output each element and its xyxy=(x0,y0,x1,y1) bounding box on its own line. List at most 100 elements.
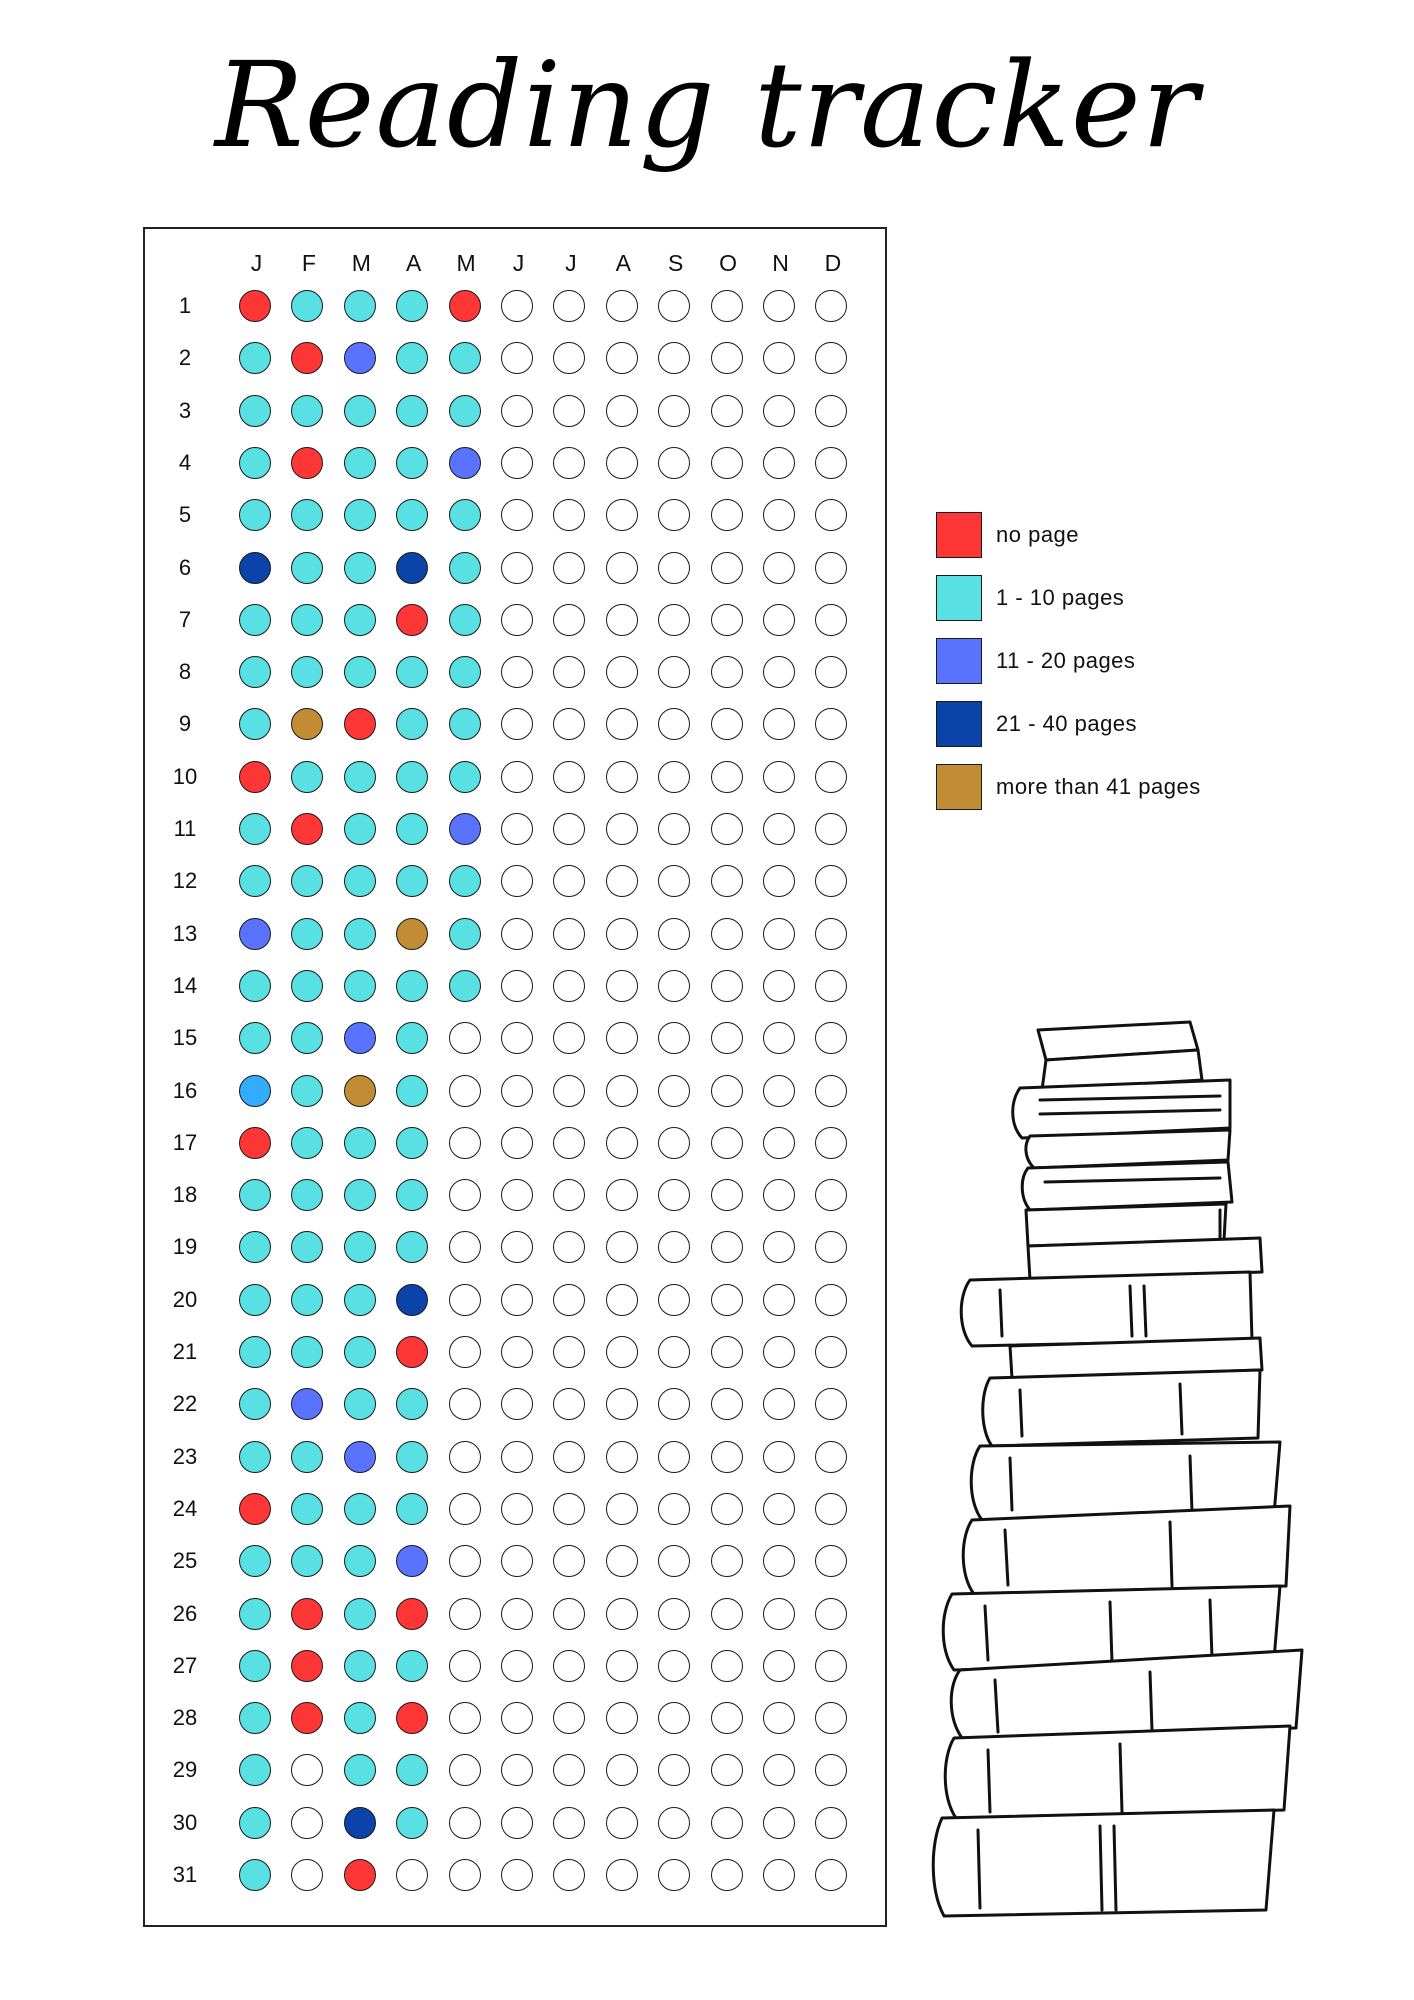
day-circle[interactable] xyxy=(658,499,691,532)
day-circle[interactable] xyxy=(763,969,795,1002)
day-circle[interactable] xyxy=(605,760,638,793)
day-circle[interactable] xyxy=(658,917,691,950)
day-circle[interactable] xyxy=(815,1702,848,1735)
day-circle[interactable] xyxy=(291,760,324,793)
day-circle[interactable] xyxy=(239,1806,271,1839)
day-circle[interactable] xyxy=(553,813,586,845)
day-circle[interactable] xyxy=(239,1022,271,1055)
day-circle[interactable] xyxy=(710,1126,743,1159)
day-circle[interactable] xyxy=(710,1492,743,1525)
day-circle[interactable] xyxy=(291,1388,324,1421)
day-circle[interactable] xyxy=(343,813,376,845)
day-circle[interactable] xyxy=(501,1231,533,1264)
day-circle[interactable] xyxy=(815,342,848,375)
day-circle[interactable] xyxy=(396,1336,429,1368)
day-circle[interactable] xyxy=(553,1022,586,1055)
day-circle[interactable] xyxy=(396,446,429,479)
day-circle[interactable] xyxy=(553,1859,586,1891)
day-circle[interactable] xyxy=(396,1388,429,1421)
day-circle[interactable] xyxy=(658,603,691,636)
day-circle[interactable] xyxy=(448,1649,481,1682)
day-circle[interactable] xyxy=(763,551,795,584)
day-circle[interactable] xyxy=(343,342,376,375)
day-circle[interactable] xyxy=(448,917,481,950)
day-circle[interactable] xyxy=(710,1806,743,1839)
day-circle[interactable] xyxy=(710,969,743,1002)
day-circle[interactable] xyxy=(396,1649,429,1682)
day-circle[interactable] xyxy=(291,1859,324,1891)
day-circle[interactable] xyxy=(448,1179,481,1212)
day-circle[interactable] xyxy=(343,551,376,584)
day-circle[interactable] xyxy=(501,1702,533,1735)
day-circle[interactable] xyxy=(605,1074,638,1107)
day-circle[interactable] xyxy=(343,1597,376,1630)
day-circle[interactable] xyxy=(553,1440,586,1473)
day-circle[interactable] xyxy=(501,603,533,636)
day-circle[interactable] xyxy=(501,1597,533,1630)
day-circle[interactable] xyxy=(396,1231,429,1264)
day-circle[interactable] xyxy=(658,708,691,741)
day-circle[interactable] xyxy=(658,290,691,322)
day-circle[interactable] xyxy=(605,1179,638,1212)
day-circle[interactable] xyxy=(239,603,271,636)
day-circle[interactable] xyxy=(553,969,586,1002)
day-circle[interactable] xyxy=(710,1388,743,1421)
day-circle[interactable] xyxy=(605,917,638,950)
day-circle[interactable] xyxy=(239,656,271,689)
day-circle[interactable] xyxy=(815,1806,848,1839)
day-circle[interactable] xyxy=(763,499,795,532)
day-circle[interactable] xyxy=(448,342,481,375)
day-circle[interactable] xyxy=(815,865,848,898)
day-circle[interactable] xyxy=(501,917,533,950)
day-circle[interactable] xyxy=(710,394,743,427)
day-circle[interactable] xyxy=(291,656,324,689)
day-circle[interactable] xyxy=(291,1231,324,1264)
day-circle[interactable] xyxy=(710,760,743,793)
day-circle[interactable] xyxy=(815,917,848,950)
day-circle[interactable] xyxy=(343,656,376,689)
day-circle[interactable] xyxy=(343,1022,376,1055)
day-circle[interactable] xyxy=(448,1806,481,1839)
day-circle[interactable] xyxy=(239,499,271,532)
day-circle[interactable] xyxy=(553,1074,586,1107)
day-circle[interactable] xyxy=(605,1231,638,1264)
day-circle[interactable] xyxy=(763,342,795,375)
day-circle[interactable] xyxy=(658,342,691,375)
day-circle[interactable] xyxy=(291,1022,324,1055)
day-circle[interactable] xyxy=(605,499,638,532)
day-circle[interactable] xyxy=(553,1649,586,1682)
day-circle[interactable] xyxy=(605,1754,638,1787)
day-circle[interactable] xyxy=(553,865,586,898)
day-circle[interactable] xyxy=(396,969,429,1002)
day-circle[interactable] xyxy=(343,760,376,793)
day-circle[interactable] xyxy=(343,1283,376,1316)
day-circle[interactable] xyxy=(291,342,324,375)
day-circle[interactable] xyxy=(763,394,795,427)
day-circle[interactable] xyxy=(448,708,481,741)
day-circle[interactable] xyxy=(343,1702,376,1735)
day-circle[interactable] xyxy=(815,1597,848,1630)
day-circle[interactable] xyxy=(501,760,533,793)
day-circle[interactable] xyxy=(396,290,429,322)
day-circle[interactable] xyxy=(343,290,376,322)
day-circle[interactable] xyxy=(343,1074,376,1107)
day-circle[interactable] xyxy=(501,813,533,845)
day-circle[interactable] xyxy=(710,865,743,898)
day-circle[interactable] xyxy=(239,394,271,427)
day-circle[interactable] xyxy=(501,1806,533,1839)
day-circle[interactable] xyxy=(396,1283,429,1316)
day-circle[interactable] xyxy=(448,1597,481,1630)
day-circle[interactable] xyxy=(239,969,271,1002)
day-circle[interactable] xyxy=(815,394,848,427)
day-circle[interactable] xyxy=(815,551,848,584)
day-circle[interactable] xyxy=(553,1754,586,1787)
day-circle[interactable] xyxy=(448,1231,481,1264)
day-circle[interactable] xyxy=(501,1336,533,1368)
day-circle[interactable] xyxy=(763,1231,795,1264)
day-circle[interactable] xyxy=(343,1492,376,1525)
day-circle[interactable] xyxy=(291,1440,324,1473)
day-circle[interactable] xyxy=(448,1022,481,1055)
day-circle[interactable] xyxy=(239,1754,271,1787)
day-circle[interactable] xyxy=(396,499,429,532)
day-circle[interactable] xyxy=(448,446,481,479)
